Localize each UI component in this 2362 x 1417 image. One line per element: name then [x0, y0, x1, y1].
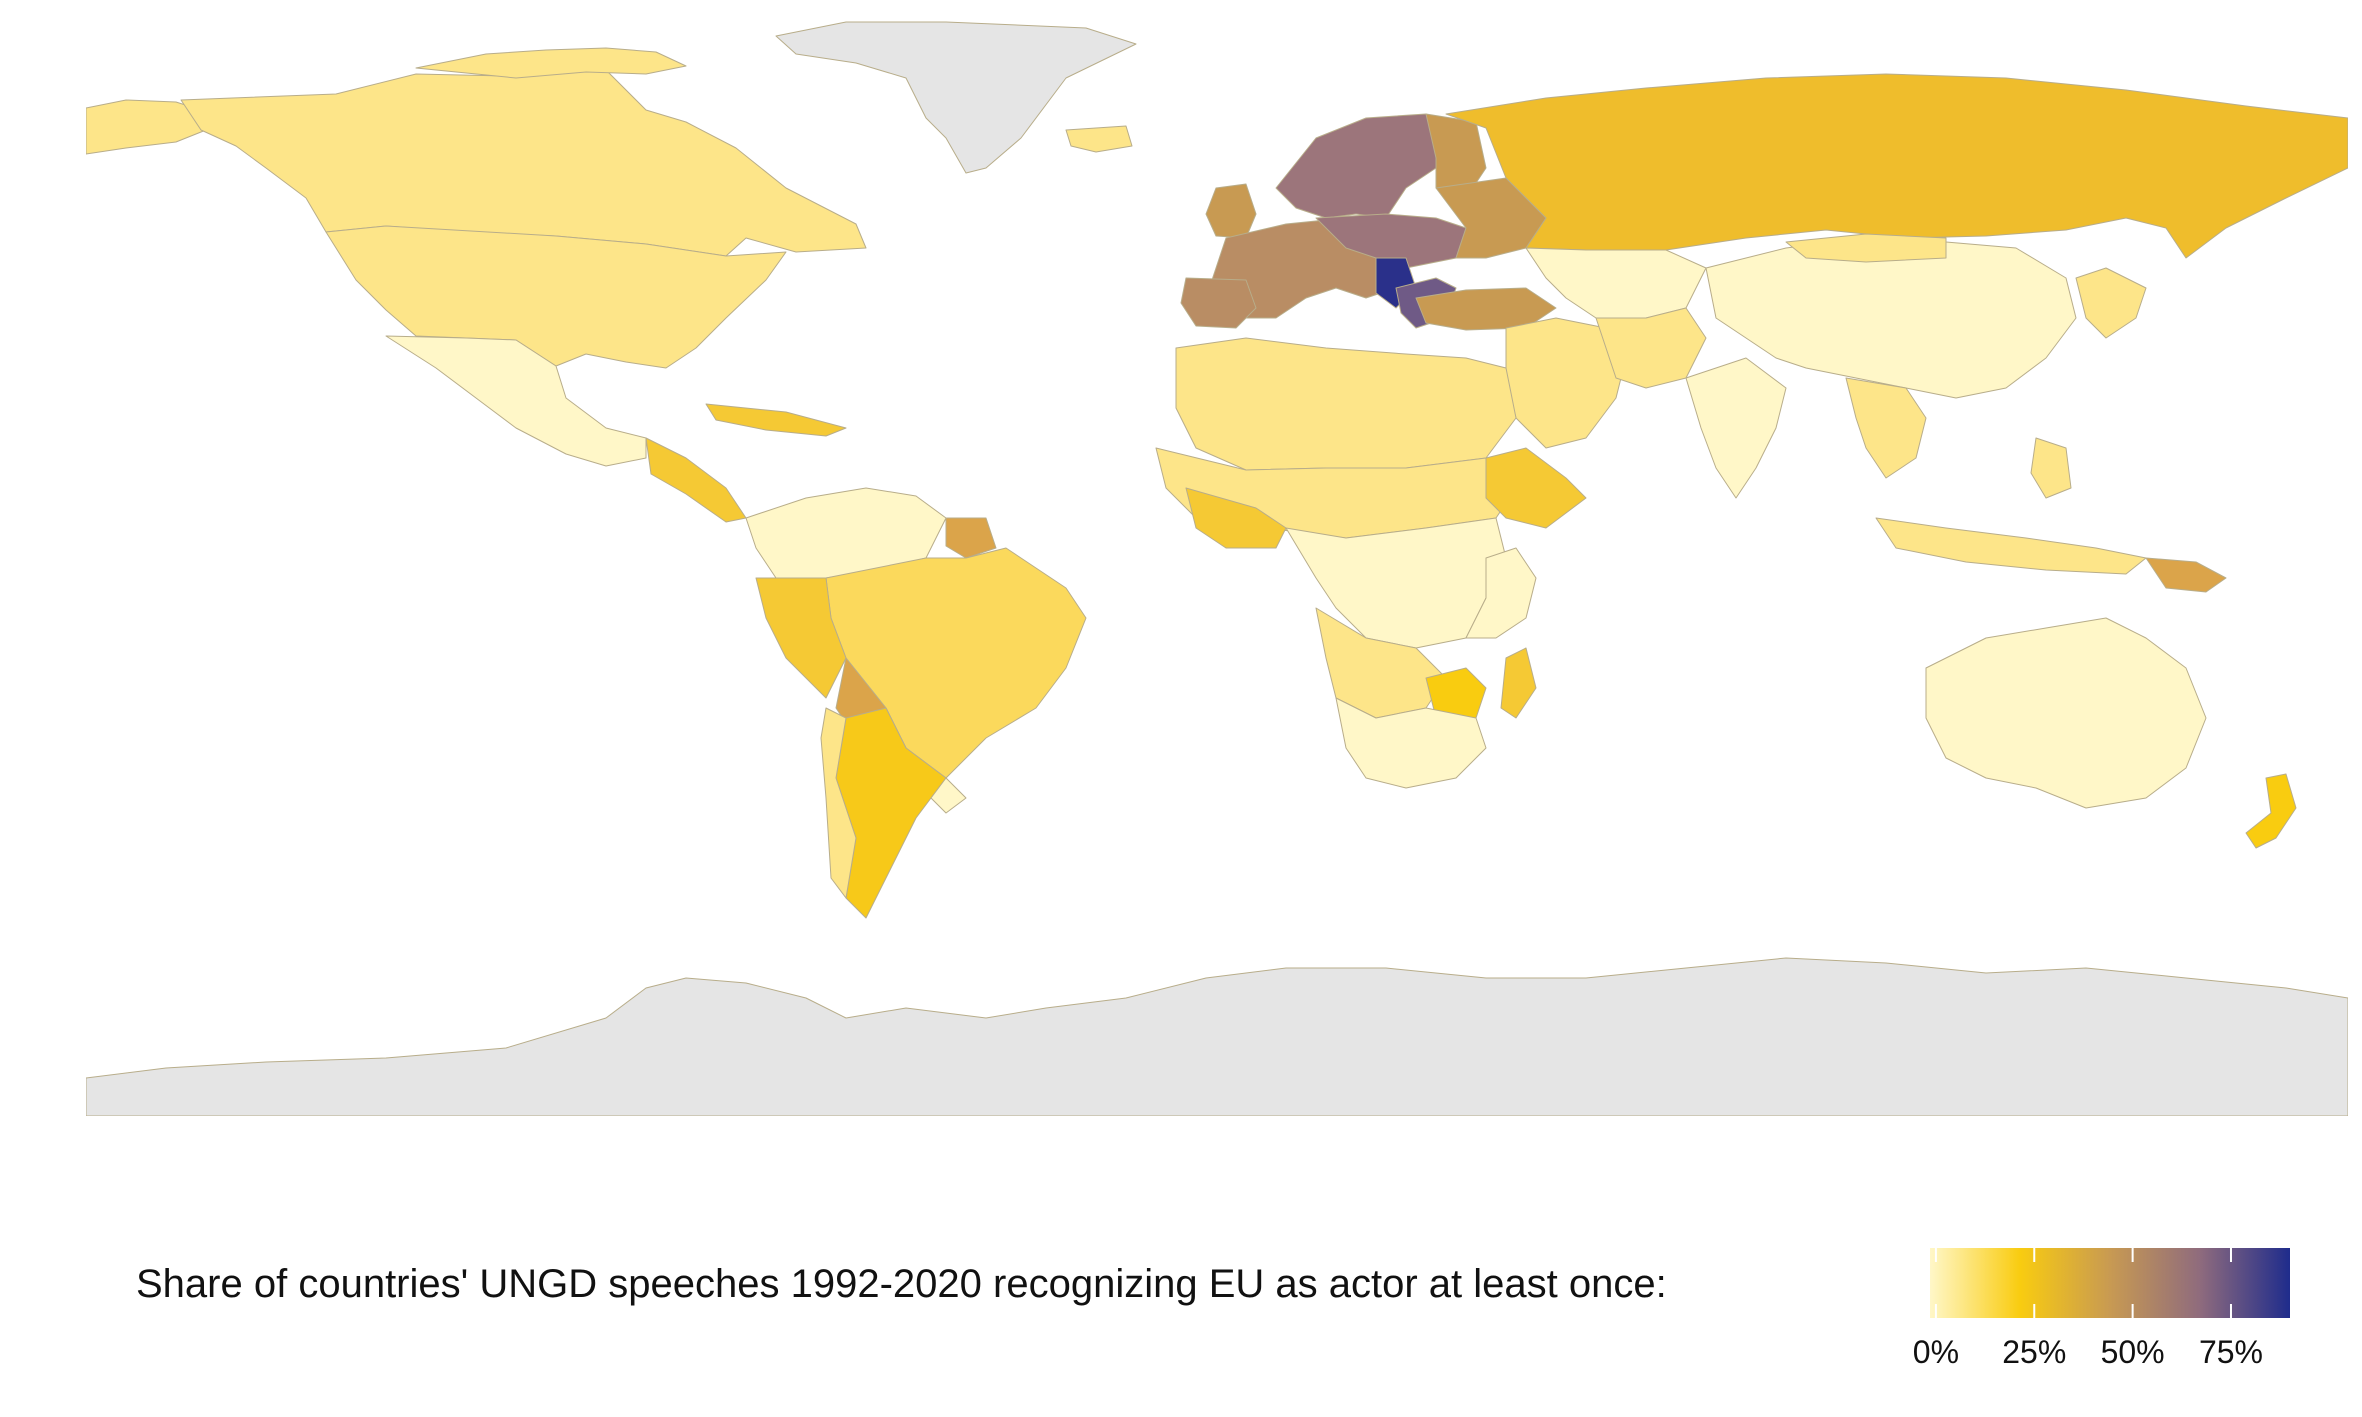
region-turkey [1415, 287, 1557, 331]
region-uk-ireland [1205, 183, 1257, 239]
region-chile [820, 707, 857, 899]
region-papua [2145, 557, 2227, 593]
region-philippines [2030, 437, 2072, 499]
region-new-zealand [2245, 773, 2297, 849]
region-se-asia [1845, 377, 1927, 479]
region-russia [1445, 73, 2348, 259]
region-caribbean [705, 403, 847, 437]
region-canada [180, 69, 867, 257]
legend-color-bar [1930, 1248, 2290, 1318]
world-map [86, 18, 2348, 1116]
region-southern-africa [1335, 697, 1487, 789]
legend-tick-label: 50% [2100, 1334, 2165, 1370]
region-greenland [775, 21, 1137, 174]
legend-tick-label: 75% [2198, 1334, 2263, 1370]
legend-gradient-rect [1930, 1248, 2290, 1318]
region-central-america [645, 437, 747, 523]
region-mongolia [1785, 233, 1947, 263]
region-iceland [1065, 125, 1133, 153]
region-iberia [1180, 277, 1257, 329]
region-madagascar [1500, 647, 1537, 719]
region-west-africa [1185, 487, 1287, 549]
region-canada-arctic [415, 47, 687, 79]
region-scandinavia [1275, 113, 1457, 219]
region-antarctica [86, 957, 2348, 1116]
region-guianas [945, 517, 997, 559]
region-east-africa [1465, 547, 1537, 639]
region-iran-afg [1595, 307, 1707, 389]
legend-tick-label: 25% [2002, 1334, 2067, 1370]
region-usa [325, 225, 787, 369]
region-uruguay [930, 777, 967, 814]
legend-caption: Share of countries' UNGD speeches 1992-2… [136, 1262, 1667, 1306]
region-mexico [385, 335, 647, 467]
region-horn [1485, 447, 1587, 529]
region-korea-japan [2075, 267, 2147, 339]
region-peru-chile-west [755, 577, 847, 699]
region-indonesia [1875, 517, 2147, 575]
region-india [1685, 357, 1787, 499]
legend-tick-label: 0% [1912, 1334, 1960, 1370]
region-australia [1925, 617, 2207, 809]
region-north-africa [1175, 337, 1517, 471]
